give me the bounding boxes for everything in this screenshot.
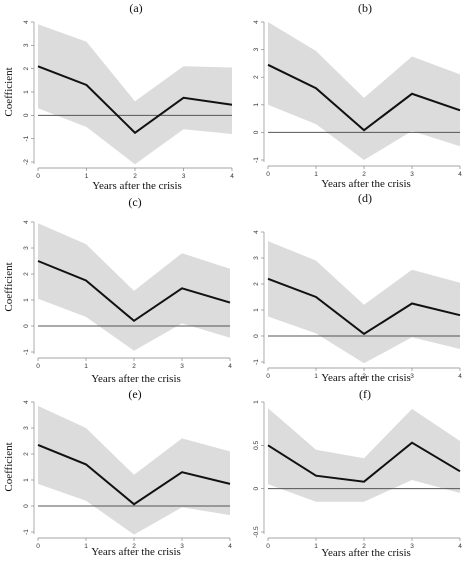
x-tick-label: 4 bbox=[458, 373, 462, 380]
panel-title: (e) bbox=[128, 387, 141, 401]
x-axis-title: Years after the crisis bbox=[321, 178, 411, 190]
confidence-band bbox=[268, 408, 460, 502]
x-tick-label: 3 bbox=[180, 543, 184, 550]
panel-title: (f) bbox=[359, 387, 371, 401]
x-tick-label: 1 bbox=[84, 363, 88, 370]
y-tick-label: 2 bbox=[23, 272, 30, 276]
x-tick-label: 2 bbox=[132, 543, 136, 550]
chart-panel-6: -0.5 0 0.5 1 0 1 2 3 4 (f) Years after the crisis bbox=[253, 387, 462, 559]
x-tick-label: 1 bbox=[85, 173, 89, 180]
confidence-band bbox=[38, 24, 232, 165]
y-tick-label: 2 bbox=[253, 75, 260, 79]
x-tick-label: 2 bbox=[132, 363, 136, 370]
x-tick-label: 4 bbox=[230, 173, 234, 180]
x-tick-label: 0 bbox=[266, 171, 270, 178]
chart-panel-2: -1 0 1 2 3 4 0 1 2 3 4 (b) Years after the crisis bbox=[253, 1, 462, 190]
x-tick-label: 0 bbox=[36, 543, 40, 550]
panel-title: (a) bbox=[129, 1, 142, 15]
y-axis-title: Coefficient bbox=[3, 67, 15, 116]
panel-title: (b) bbox=[358, 1, 372, 15]
y-tick-label: 0 bbox=[253, 334, 260, 338]
y-tick-label: -0.5 bbox=[253, 526, 260, 538]
x-tick-label: 4 bbox=[458, 171, 462, 178]
y-tick-label: -1 bbox=[253, 157, 260, 163]
y-axis-title: Coefficient bbox=[3, 262, 15, 311]
y-tick-label: 0 bbox=[23, 504, 30, 508]
x-tick-label: 1 bbox=[314, 373, 318, 380]
y-tick-label: 3 bbox=[253, 47, 260, 51]
chart-panel-1: -2 -1 0 1 2 3 4 0 1 2 3 4 (a) Years after the crisis C… bbox=[3, 1, 234, 192]
y-tick-label: 4 bbox=[253, 230, 260, 234]
y-axis-title: Coefficient bbox=[3, 442, 15, 491]
x-tick-label: 3 bbox=[180, 363, 184, 370]
coefficient-line bbox=[267, 277, 461, 336]
chart-panel-3: -1 0 1 2 3 4 0 1 2 3 4 (c) Years after the crisis Coe… bbox=[3, 195, 232, 385]
x-tick-label: 3 bbox=[410, 543, 414, 550]
chart-panel-4: -1 0 1 2 3 4 0 1 2 3 4 (d) Years after the crisis bbox=[253, 191, 462, 384]
y-tick-label: 4 bbox=[253, 20, 260, 24]
y-tick-label: 3 bbox=[23, 246, 30, 250]
x-tick-label: 3 bbox=[182, 173, 186, 180]
x-tick-label: 2 bbox=[133, 173, 137, 180]
y-tick-label: -2 bbox=[23, 159, 30, 165]
x-tick-label: 0 bbox=[36, 363, 40, 370]
y-tick-label: 4 bbox=[23, 400, 30, 404]
x-tick-label: 1 bbox=[314, 543, 318, 550]
x-axis-title: Years after the crisis bbox=[321, 372, 411, 384]
y-tick-label: 2 bbox=[253, 282, 260, 286]
y-tick-label: 0 bbox=[23, 324, 30, 328]
y-tick-label: 4 bbox=[23, 20, 30, 24]
y-tick-label: 3 bbox=[23, 43, 30, 47]
confidence-band bbox=[268, 22, 460, 160]
panel-title: (d) bbox=[358, 191, 372, 205]
y-tick-label: 4 bbox=[23, 220, 30, 224]
chart-panel-5: -1 0 1 2 3 4 0 1 2 3 4 (e) Years after the crisis Coe… bbox=[3, 387, 232, 558]
y-tick-label: 1 bbox=[23, 478, 30, 482]
y-tick-label: -1 bbox=[23, 529, 30, 535]
y-tick-label: 1 bbox=[23, 298, 30, 302]
y-tick-label: 0.5 bbox=[253, 440, 260, 449]
y-tick-label: -1 bbox=[253, 359, 260, 365]
x-tick-label: 1 bbox=[84, 543, 88, 550]
y-tick-label: -1 bbox=[23, 135, 30, 141]
confidence-band bbox=[38, 405, 230, 535]
x-tick-label: 2 bbox=[362, 543, 366, 550]
confidence-band bbox=[38, 223, 230, 351]
y-tick-label: 3 bbox=[23, 426, 30, 430]
coefficient-line bbox=[37, 65, 233, 135]
y-tick-label: 1 bbox=[253, 400, 260, 404]
y-tick-label: 1 bbox=[23, 90, 30, 94]
x-axis-title: Years after the crisis bbox=[91, 373, 181, 385]
x-axis-title: Years after the crisis bbox=[321, 547, 411, 559]
y-tick-label: 2 bbox=[23, 452, 30, 456]
x-tick-label: 2 bbox=[362, 373, 366, 380]
coefficient-line bbox=[267, 441, 461, 483]
x-axis-title: Years after the crisis bbox=[91, 546, 181, 558]
x-tick-label: 0 bbox=[266, 543, 270, 550]
y-tick-label: 2 bbox=[23, 66, 30, 70]
coefficient-line bbox=[37, 443, 231, 506]
panel-title: (c) bbox=[128, 195, 141, 209]
x-tick-label: 0 bbox=[266, 373, 270, 380]
y-tick-label: 0 bbox=[23, 113, 30, 117]
x-tick-label: 1 bbox=[314, 171, 318, 178]
y-tick-label: 1 bbox=[253, 103, 260, 107]
x-tick-label: 3 bbox=[410, 373, 414, 380]
x-tick-label: 4 bbox=[228, 543, 232, 550]
x-tick-label: 3 bbox=[410, 171, 414, 178]
y-tick-label: 1 bbox=[253, 308, 260, 312]
x-tick-label: 2 bbox=[362, 171, 366, 178]
x-tick-label: 4 bbox=[458, 543, 462, 550]
x-axis-title: Years after the crisis bbox=[92, 180, 182, 192]
x-tick-label: 4 bbox=[228, 363, 232, 370]
y-tick-label: 0 bbox=[253, 130, 260, 134]
y-tick-label: 3 bbox=[253, 256, 260, 260]
y-tick-label: -1 bbox=[23, 349, 30, 355]
x-tick-label: 0 bbox=[36, 173, 40, 180]
y-tick-label: 0 bbox=[253, 486, 260, 490]
confidence-band bbox=[268, 241, 460, 364]
